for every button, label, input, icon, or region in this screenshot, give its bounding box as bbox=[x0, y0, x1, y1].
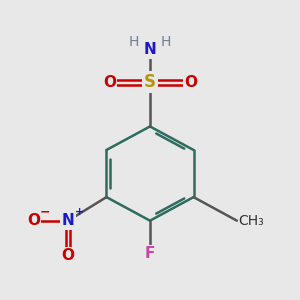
Text: CH₃: CH₃ bbox=[238, 214, 264, 228]
Text: O: O bbox=[27, 213, 40, 228]
Text: O: O bbox=[61, 248, 75, 263]
Text: −: − bbox=[40, 205, 50, 218]
Text: O: O bbox=[184, 75, 197, 90]
Text: N: N bbox=[62, 213, 74, 228]
Text: H: H bbox=[129, 34, 139, 49]
Text: N: N bbox=[144, 42, 156, 57]
Text: H: H bbox=[161, 34, 171, 49]
Text: F: F bbox=[145, 246, 155, 261]
Text: O: O bbox=[103, 75, 116, 90]
Text: S: S bbox=[144, 73, 156, 91]
Text: +: + bbox=[75, 207, 84, 217]
